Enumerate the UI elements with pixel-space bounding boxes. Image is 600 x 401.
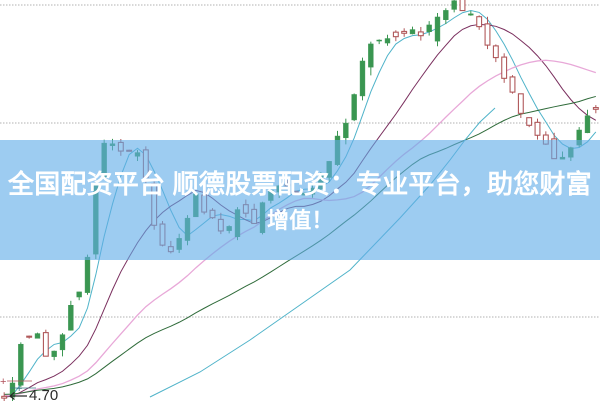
svg-text:+: + — [0, 376, 6, 388]
svg-text:+: + — [16, 383, 22, 395]
svg-text:4.70: 4.70 — [29, 387, 58, 401]
